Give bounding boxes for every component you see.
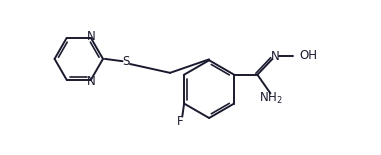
Text: N: N [86, 30, 95, 43]
Text: NH$_2$: NH$_2$ [259, 90, 283, 106]
Text: F: F [177, 115, 184, 128]
Text: S: S [123, 55, 130, 68]
Text: N: N [86, 75, 95, 88]
Text: OH: OH [300, 49, 318, 62]
Text: N: N [271, 50, 279, 63]
